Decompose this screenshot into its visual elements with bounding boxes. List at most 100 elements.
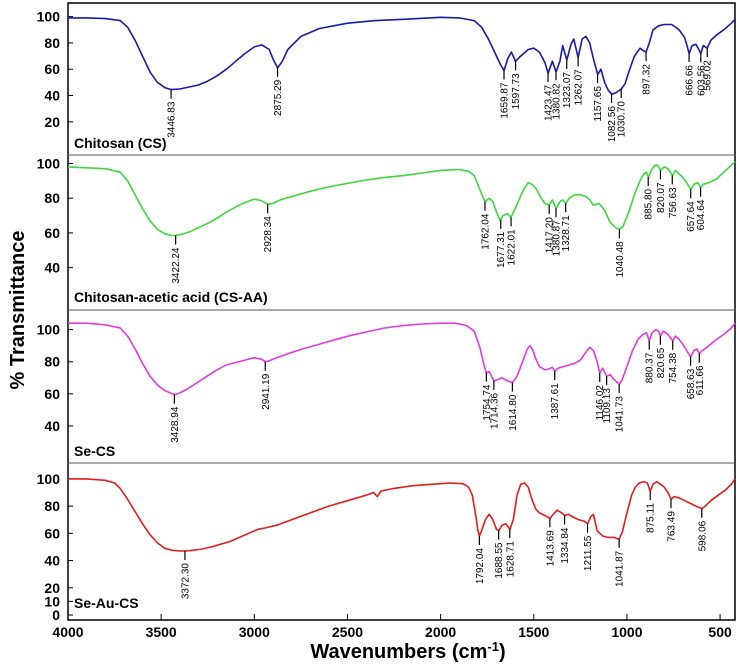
peak-label: 1792.04 <box>475 548 486 585</box>
peak-label: 1040.48 <box>615 241 626 278</box>
peak-label: 611.66 <box>695 365 706 395</box>
x-tick-label: 1000 <box>611 624 642 640</box>
peak-label: 1041.73 <box>615 396 626 433</box>
peak-label: 1211.55 <box>583 535 594 571</box>
x-tick-label: 3000 <box>239 624 270 640</box>
peak-label: 1328.71 <box>561 215 572 252</box>
x-tick-label: 1500 <box>518 624 549 640</box>
peak-label: 1677.31 <box>496 231 507 268</box>
plot-frame <box>67 2 736 621</box>
peak-label: 658.63 <box>686 368 697 399</box>
y-tick-label: 60 <box>44 386 60 402</box>
peak-label: 603.56 <box>696 65 707 96</box>
panels-layer: 20 40 60 80 100 3446.83 2875.29 1659.87 1597.73 1… <box>37 2 736 623</box>
x-axis-title-close: ) <box>499 641 506 663</box>
peak-label: 1146.02 <box>595 385 606 421</box>
y-tick-label: 100 <box>37 155 61 171</box>
y-tick-label: 0 <box>52 607 60 623</box>
peak-label: 2875.29 <box>273 79 284 116</box>
y-tick-label: 80 <box>44 498 60 514</box>
peak-label: 1762.04 <box>481 213 492 250</box>
peak-label: 1082.56 <box>607 106 618 143</box>
peak-label: 885.80 <box>644 188 655 219</box>
y-tick-label: 20 <box>44 580 60 596</box>
peak-label: 1597.73 <box>511 73 522 110</box>
peak-label: 1041.87 <box>615 550 626 587</box>
peak-label: 3422.24 <box>171 247 182 284</box>
y-tick-label: 100 <box>37 9 61 25</box>
peak-label: 1688.55 <box>494 542 505 579</box>
peak-label: 820.07 <box>656 182 667 213</box>
peak-label: 1628.71 <box>505 541 516 578</box>
peak-label: 1387.61 <box>550 383 561 420</box>
x-tick-label: 2000 <box>425 624 456 640</box>
y-tick-label: 100 <box>37 471 61 487</box>
y-tick-label: 40 <box>44 260 60 276</box>
panel-1: 20 40 60 80 100 3446.83 2875.29 1659.87 1597.73 1… <box>37 9 736 156</box>
peak-label: 1157.65 <box>593 86 604 122</box>
spectrum-line <box>68 16 736 95</box>
peak-label: 1380.87 <box>552 220 563 257</box>
peak-label: 1413.69 <box>545 530 556 567</box>
panel-label: Chitosan (CS) <box>74 135 167 151</box>
peak-label: 1334.84 <box>560 527 571 564</box>
peak-label: 1109.13 <box>602 388 613 424</box>
peak-label: 756.63 <box>668 187 679 218</box>
panel-label: Chitosan-acetic acid (CS-AA) <box>74 289 268 305</box>
x-tick-label: 3500 <box>146 624 177 640</box>
spectrum-line <box>68 322 736 396</box>
spectrum-line <box>68 478 736 552</box>
peak-label: 657.64 <box>686 201 697 232</box>
peak-label: 754.38 <box>668 352 679 383</box>
y-tick-label: 20 <box>44 114 60 130</box>
y-tick-label: 60 <box>44 61 60 77</box>
y-tick-label: 10 <box>44 593 60 609</box>
x-axis-title: Wavenumbers (cm-1) <box>310 639 505 664</box>
y-tick-label: 40 <box>44 88 60 104</box>
peak-label: 2941.19 <box>261 373 272 410</box>
y-tick-label: 80 <box>44 190 60 206</box>
peak-label: 897.32 <box>642 64 653 95</box>
y-tick-label: 100 <box>37 322 61 338</box>
peak-label: 1030.70 <box>617 101 628 138</box>
peak-label: 666.66 <box>685 65 696 96</box>
peak-label: 1754.74 <box>482 384 493 421</box>
peak-label: 880.37 <box>645 352 656 383</box>
x-axis: 4000 3500 3000 2500 2000 1500 1000 500 <box>52 614 732 640</box>
peak-label: 820.65 <box>656 347 667 378</box>
x-tick-label: 2500 <box>332 624 363 640</box>
peak-label: 1659.87 <box>500 82 511 119</box>
peak-label: 1614.80 <box>508 394 519 431</box>
peak-label: 3428.94 <box>170 406 181 443</box>
y-axis-title: % Transmittance <box>7 231 29 390</box>
y-tick-label: 60 <box>44 225 60 241</box>
x-axis-title-superscript: -1 <box>487 639 499 654</box>
peak-label: 3372.30 <box>180 563 191 600</box>
x-tick-label: 4000 <box>52 624 83 640</box>
panel-2: 40 60 80 100 3422.24 2928.34 1762.04 1677.31 162… <box>37 155 736 311</box>
peak-label: 3446.83 <box>167 101 178 138</box>
x-tick-label: 500 <box>708 624 732 640</box>
peak-label: 875.11 <box>646 503 657 533</box>
peak-label: 569.02 <box>703 60 714 91</box>
y-tick-label: 60 <box>44 525 60 541</box>
y-tick-label: 40 <box>44 553 60 569</box>
panel-label: Se-Au-CS <box>74 595 139 611</box>
panel-label: Se-CS <box>74 443 115 459</box>
y-tick-label: 80 <box>44 354 60 370</box>
peak-label: 1622.01 <box>507 229 518 266</box>
peak-label: 1714.36 <box>489 392 500 429</box>
peak-label: 604.64 <box>696 199 707 230</box>
y-tick-label: 80 <box>44 35 60 51</box>
peak-label: 1423.47 <box>544 84 555 121</box>
x-axis-title-main: Wavenumbers (cm <box>310 641 487 663</box>
peak-label: 763.49 <box>667 511 678 542</box>
peak-label: 1380.82 <box>552 83 563 120</box>
peak-label: 2928.34 <box>263 216 274 253</box>
peak-label: 1262.07 <box>574 69 585 106</box>
spectrum-line <box>67 161 736 237</box>
peak-label: 1323.07 <box>562 72 573 109</box>
